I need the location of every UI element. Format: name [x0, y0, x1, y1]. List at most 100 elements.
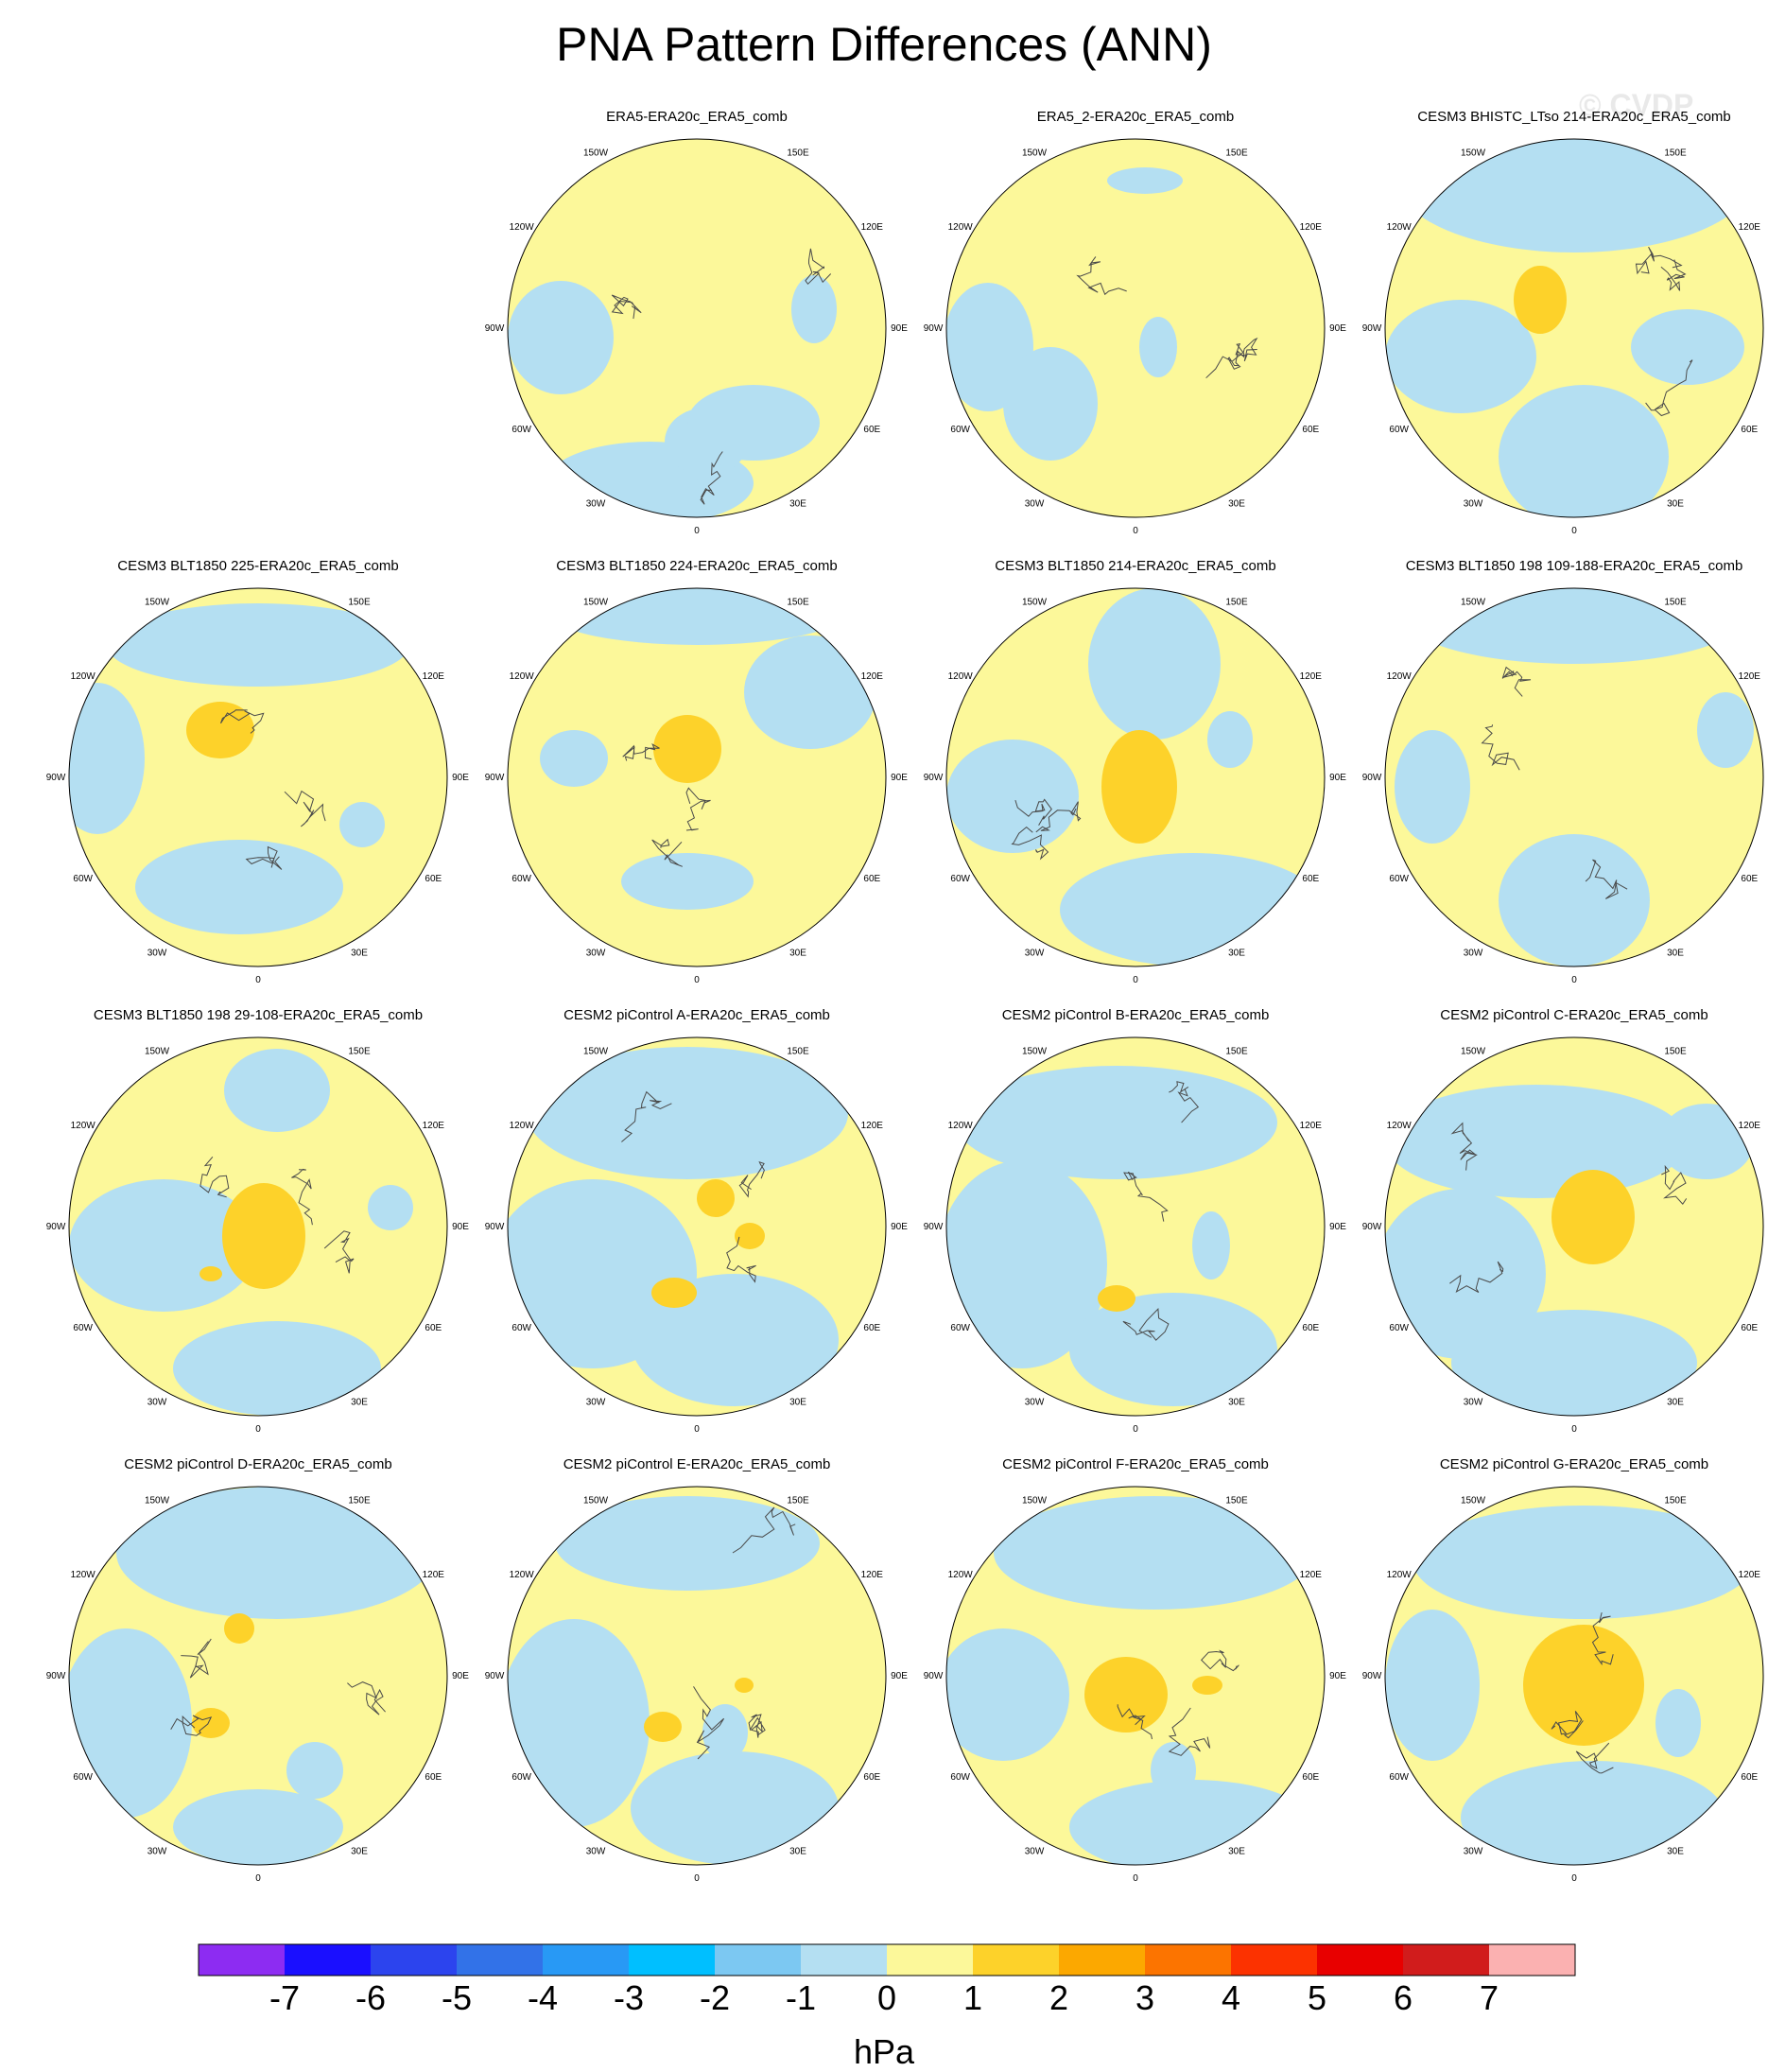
- longitude-label: 30E: [789, 1397, 806, 1407]
- colorbar-tick-label: 1: [963, 1978, 982, 2017]
- coastline: [1076, 256, 1258, 379]
- longitude-label: 120W: [510, 1570, 535, 1580]
- contour-fill-1-to-2: [735, 1678, 754, 1693]
- longitude-label: 150W: [145, 1496, 170, 1506]
- longitude-label: 60E: [425, 874, 442, 884]
- longitude-label: 30W: [147, 1397, 167, 1407]
- longitude-label: 150W: [1022, 148, 1048, 159]
- longitude-label: 0: [694, 975, 700, 985]
- longitude-label: 120W: [948, 1121, 974, 1131]
- contour-fill-minus1-to-0: [69, 683, 145, 834]
- contour-fill-minus1-to-0: [339, 802, 385, 847]
- map-boundary: [1384, 1036, 1764, 1417]
- polar-map: 180150E120E90E60E30E030W60W90W120W150W: [485, 1028, 909, 1435]
- polar-map: 180150E120E90E60E30E030W60W90W120W150W: [485, 130, 909, 536]
- longitude-label: 150W: [1022, 1047, 1048, 1057]
- longitude-label: 180: [689, 1028, 705, 1030]
- contour-fill-minus1-to-0: [1655, 1689, 1701, 1757]
- longitude-label: 30W: [586, 1846, 606, 1856]
- map-boundary: [68, 587, 448, 967]
- longitude-label: 0: [1571, 975, 1577, 985]
- contour-fill-minus1-to-0: [1151, 1742, 1196, 1799]
- longitude-label: 60E: [863, 874, 880, 884]
- contour-fill-1-to-2: [1192, 1676, 1222, 1695]
- map-panel: CESM2 piControl B-ERA20c_ERA5_comb 180 150…: [916, 1007, 1355, 1442]
- contour-fill-minus1-to-0: [1139, 317, 1177, 377]
- longitude-label: 0: [1133, 1873, 1138, 1884]
- contour-fill-minus1-to-0: [1499, 385, 1669, 517]
- longitude-label: 30E: [789, 1846, 806, 1856]
- longitude-label: 30E: [1667, 948, 1684, 958]
- longitude-label: 180: [251, 1477, 267, 1479]
- panel-title: CESM2 piControl A-ERA20c_ERA5_comb: [563, 1007, 830, 1023]
- longitude-label: 60E: [863, 425, 880, 435]
- contour-fill-minus1-to-0: [508, 281, 614, 394]
- contour-fill-minus1-to-0: [1451, 1310, 1697, 1416]
- longitude-label: 90W: [485, 1671, 505, 1681]
- longitude-label: 180: [689, 579, 705, 581]
- coastline: [1635, 246, 1693, 417]
- panel-title: ERA5-ERA20c_ERA5_comb: [606, 109, 788, 125]
- coastline: [1122, 1081, 1200, 1341]
- contour-fill-1-to-2: [186, 702, 254, 758]
- coastline: [220, 709, 326, 870]
- contour-fill-minus1-to-0: [135, 840, 343, 934]
- polar-map: 180150E120E90E60E30E030W60W90W120W150W: [924, 130, 1347, 536]
- polar-map: 180150E120E90E60E30E030W60W90W120W150W: [1362, 579, 1764, 985]
- longitude-label: 30W: [1025, 1846, 1045, 1856]
- coastline: [611, 248, 832, 505]
- contour-fill-minus1-to-0: [621, 853, 754, 910]
- contour-fill-minus1-to-0: [1499, 834, 1650, 966]
- longitude-label: 30W: [586, 498, 606, 509]
- map-panel: CESM3 BLT1850 198 109-188-ERA20c_ERA5_co…: [1355, 558, 1768, 993]
- longitude-label: 90E: [1329, 773, 1346, 783]
- longitude-label: 120W: [948, 222, 974, 233]
- longitude-label: 30E: [351, 948, 368, 958]
- contour-fill-1-to-2: [199, 1266, 222, 1281]
- longitude-label: 180: [1567, 579, 1583, 581]
- longitude-label: 180: [689, 1477, 705, 1479]
- coastline: [199, 1156, 355, 1274]
- contour-fill-minus1-to-0: [540, 730, 608, 787]
- longitude-label: 0: [1571, 1424, 1577, 1435]
- map-panel: CESM3 BLT1850 224-ERA20c_ERA5_comb 180 150…: [477, 558, 916, 993]
- contour-fill-minus1-to-0: [173, 1789, 343, 1865]
- polar-map: 180150E120E90E60E30E030W60W90W120W150W: [46, 579, 470, 985]
- contour-fill-minus1-to-0: [956, 1066, 1277, 1179]
- longitude-label: 60E: [1741, 1772, 1758, 1783]
- longitude-label: 150E: [787, 598, 809, 608]
- longitude-label: 30E: [789, 948, 806, 958]
- map-boundary: [68, 1036, 448, 1417]
- longitude-label: 150E: [1225, 598, 1248, 608]
- map-panel: ERA5_2-ERA20c_ERA5_comb 180 150E 120E 90E 60E…: [916, 109, 1355, 544]
- longitude-label: 120E: [1300, 222, 1323, 233]
- contour-fill-minus1-to-0: [1060, 853, 1325, 966]
- contour-fill-1-to-2: [1551, 1170, 1635, 1264]
- contour-fill-minus1-to-0: [791, 275, 837, 343]
- longitude-label: 90W: [924, 323, 944, 334]
- contour-fill-minus1-to-0: [527, 1047, 848, 1179]
- longitude-label: 120W: [948, 1570, 974, 1580]
- longitude-label: 60E: [1302, 425, 1319, 435]
- longitude-label: 60W: [950, 1772, 970, 1783]
- colorbar-tick-label: -2: [700, 1978, 730, 2017]
- longitude-label: 30E: [1667, 498, 1684, 509]
- longitude-label: 30E: [1228, 1846, 1245, 1856]
- contour-fill-minus1-to-0: [1395, 730, 1470, 844]
- contour-fill-minus1-to-0: [1192, 1211, 1230, 1280]
- colorbar-swatch: [457, 1944, 543, 1976]
- map-panel: CESM2 piControl C-ERA20c_ERA5_comb 180 150…: [1355, 1007, 1768, 1442]
- longitude-label: 90E: [891, 773, 908, 783]
- longitude-label: 180: [1128, 579, 1144, 581]
- longitude-label: 60W: [73, 874, 93, 884]
- map-boundary: [507, 1036, 887, 1417]
- longitude-label: 150E: [1664, 598, 1687, 608]
- longitude-label: 120W: [948, 671, 974, 682]
- panel-title: CESM3 BLT1850 225-ERA20c_ERA5_comb: [117, 558, 399, 574]
- longitude-label: 30W: [1025, 1397, 1045, 1407]
- contour-fill-minus1-to-0: [107, 603, 409, 687]
- longitude-label: 0: [1133, 975, 1138, 985]
- colorbar-swatch: [1145, 1944, 1231, 1976]
- longitude-label: 90W: [485, 773, 505, 783]
- longitude-label: 150W: [1022, 1496, 1048, 1506]
